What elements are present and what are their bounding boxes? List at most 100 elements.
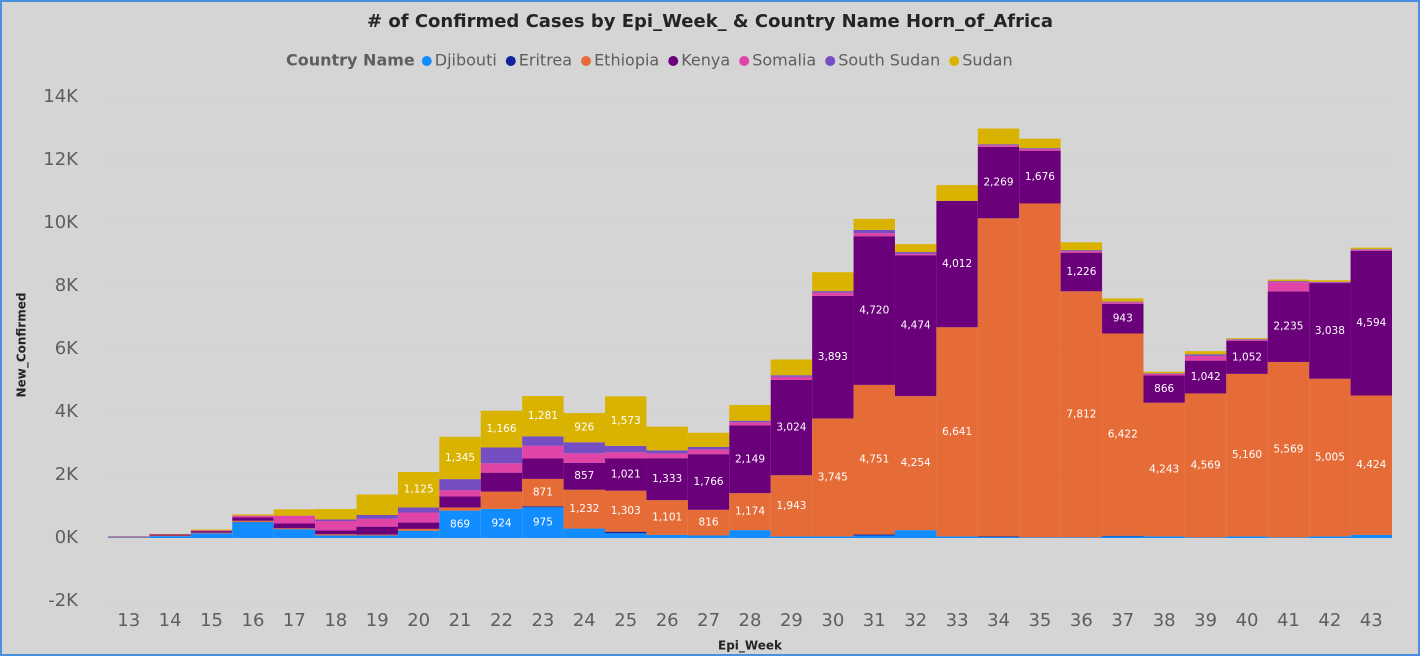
bar-segment [397,530,440,538]
bar-segment [439,510,481,538]
bar-segment [1102,302,1144,304]
x-tick-label: 41 [1277,610,1300,631]
bar-segment [977,218,1020,537]
legend-label: Sudan [962,51,1012,70]
x-tick-label: 20 [407,610,430,631]
bar-segment [315,530,357,535]
bar-segment [563,489,606,529]
x-tick-label: 34 [987,610,1010,631]
bar-segment [563,462,606,490]
bar-segment [149,534,191,536]
data-label: 4,720 [859,305,889,317]
bar-segment [977,145,1020,147]
bar-segment [190,530,233,532]
bar-segment [1143,373,1185,374]
bar-segment [687,454,730,510]
bar-segment [1060,251,1103,253]
bar-segment [1350,247,1392,250]
bar-segment [397,507,440,513]
bar-segment [770,375,813,377]
bar-segment [646,426,688,451]
bar-segment [1184,393,1227,538]
legend-marker [739,56,750,66]
data-label: 1,281 [528,410,558,422]
bar-segment [936,536,978,538]
bar-segment [812,536,854,538]
legend-label: Somalia [752,51,816,70]
bar-segment [273,509,316,516]
bar-segment [356,518,398,527]
bar-segment [108,537,150,538]
x-tick-label: 39 [1194,610,1217,631]
bar-segment [232,522,274,538]
bar-segment [1102,536,1144,538]
data-label: 1,101 [652,512,682,524]
x-tick-label: 38 [1153,610,1176,631]
bar-segment [1267,282,1310,292]
data-label: 3,038 [1315,325,1345,337]
bar-segment [480,491,523,509]
data-label: 1,226 [1066,266,1096,278]
bar-segment [687,446,730,450]
data-label: 871 [533,487,553,499]
legend-label: South Sudan [838,51,940,70]
y-axis-label: New_Confirmed [15,293,30,398]
bar-segment [439,507,481,511]
bar-segment [605,531,647,534]
legend-label: Kenya [681,51,730,70]
data-label: 1,232 [569,503,599,515]
bar-segment [439,436,481,480]
x-tick-label: 17 [283,610,306,631]
data-label: 7,812 [1066,408,1096,420]
bar-segment [232,514,274,516]
bar-segment [1267,291,1310,362]
x-tick-label: 24 [573,610,596,631]
y-tick-label: 4K [55,401,79,422]
data-label: 4,254 [901,457,931,469]
bar-segment [1226,339,1268,341]
bar-segment [977,128,1020,145]
bar-segment [812,418,854,537]
bar-segment [1019,148,1061,150]
x-tick-label: 16 [242,610,265,631]
bar-segment [729,422,771,426]
bar-segment [563,528,606,538]
x-tick-label: 19 [366,610,389,631]
bar-segment [397,522,440,529]
x-tick-label: 22 [490,610,513,631]
bar-segment [1019,203,1061,538]
bar-segment [1184,360,1227,394]
bar-segment [770,475,813,537]
bar-segment [563,442,606,454]
data-label: 4,751 [859,454,889,466]
bar-segment [1309,536,1351,538]
bar-segment [315,535,357,538]
data-label: 4,243 [1149,464,1179,476]
bar-segment [687,535,730,538]
bar-segment [1309,281,1351,283]
bar-segment [1350,534,1392,538]
bar-segment [480,447,523,464]
data-label: 5,160 [1232,449,1262,461]
y-tick-label: 8K [55,275,79,296]
bar-segment [522,478,564,507]
x-tick-label: 37 [1111,610,1134,631]
data-label: 1,573 [611,415,641,427]
bar-segment [522,458,564,479]
bar-segment [1226,339,1268,340]
x-tick-label: 26 [656,610,679,631]
bar-segment [894,530,937,538]
bar-segment [853,384,895,535]
bar-segment [563,453,606,463]
x-tick-label: 25 [614,610,637,631]
data-label: 4,569 [1191,459,1221,471]
bar-segment [894,253,937,256]
bar-segment [522,396,564,437]
data-label: 1,042 [1191,371,1221,383]
legend: Country Name Djibouti Eritrea Ethiopia Kenya… [286,51,1013,70]
x-tick-label: 28 [739,610,762,631]
bar-segment [1102,333,1144,536]
bar-segment [397,528,440,531]
